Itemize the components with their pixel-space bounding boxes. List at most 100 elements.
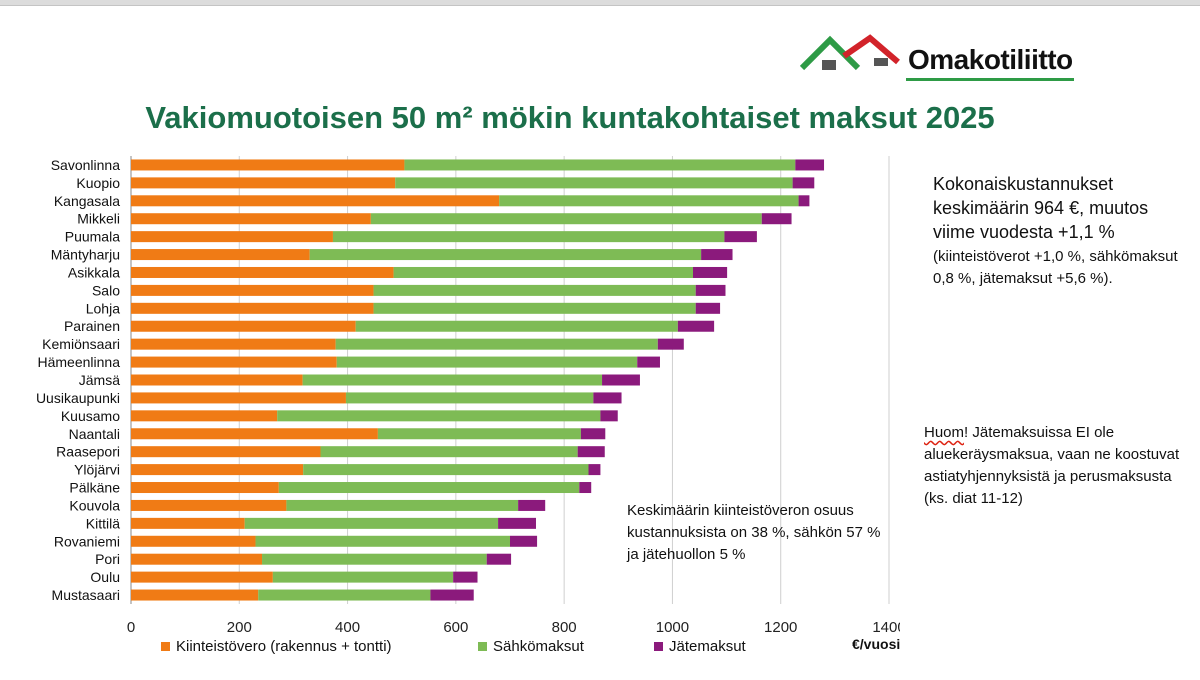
bar-segment: [370, 213, 762, 225]
legend-swatch-purple: [654, 642, 663, 651]
legend-label-jatemaksut: Jätemaksut: [669, 638, 746, 655]
waste-fee-note: Huom! Jätemaksuissa EI ole aluekeräysmak…: [924, 422, 1184, 510]
bar-segment: [131, 499, 287, 511]
bar-segment: [588, 464, 601, 476]
logo-text: Omakotiliitto: [908, 44, 1073, 75]
x-tick-label: 1000: [656, 619, 689, 636]
bar-segment: [577, 446, 605, 458]
bar-segment: [453, 571, 478, 583]
bar-segment: [131, 320, 356, 332]
bar-segment: [131, 482, 279, 494]
bar-segment: [695, 284, 726, 296]
legend-item-kiinteistovero: Kiinteistövero (rakennus + tontti): [161, 638, 392, 655]
bar-segment: [131, 553, 263, 565]
bar-segment: [657, 338, 684, 350]
bar-segment: [404, 159, 796, 171]
bar-segment: [131, 446, 321, 458]
bar-segment: [792, 177, 815, 189]
bar-segment: [309, 249, 702, 261]
category-label: Uusikaupunki: [36, 390, 120, 406]
omakotiliitto-logo: Omakotiliitto: [800, 34, 1080, 84]
legend-item-jatemaksut: Jätemaksut: [654, 638, 746, 655]
bar-segment: [600, 410, 618, 422]
x-tick-label: 200: [227, 619, 252, 636]
bar-segment: [332, 231, 725, 243]
houses-logo-icon: [800, 34, 900, 71]
category-label: Asikkala: [68, 264, 120, 280]
category-label: Mäntyharju: [51, 247, 120, 263]
bar-segment: [602, 374, 640, 386]
category-label: Mikkeli: [77, 211, 120, 227]
summary-detail-text: (kiinteistöverot +1,0 %, sähkömaksut 0,8…: [933, 248, 1178, 287]
bar-segment: [131, 338, 336, 350]
bar-segment: [286, 499, 519, 511]
window-top-edge: [0, 0, 1200, 6]
legend-swatch-orange: [161, 642, 170, 651]
bar-segment: [302, 374, 603, 386]
bar-segment: [510, 535, 538, 547]
x-tick-label: 800: [552, 619, 577, 636]
x-tick-label: 400: [335, 619, 360, 636]
bar-segment: [255, 535, 510, 547]
bar-segment: [579, 482, 592, 494]
category-label: Pori: [95, 551, 120, 567]
category-label: Puumala: [65, 229, 120, 245]
bar-segment: [345, 392, 594, 404]
waste-fee-note-text: ! Jätemaksuissa EI ole aluekeräysmaksua,…: [924, 424, 1180, 507]
category-label: Ylöjärvi: [74, 462, 120, 478]
bar-segment: [131, 535, 256, 547]
bar-segment: [336, 356, 638, 368]
x-axis-unit-label: €/vuosi: [852, 636, 901, 652]
x-tick-label: 600: [443, 619, 468, 636]
chart-title: Vakiomuotoisen 50 m² mökin kuntakohtaise…: [145, 100, 995, 135]
category-label: Kouvola: [69, 497, 120, 513]
bar-segment: [677, 320, 715, 332]
category-label: Parainen: [64, 318, 120, 334]
bar-segment: [303, 464, 589, 476]
bar-segment: [131, 302, 374, 314]
bar-segment: [277, 410, 601, 422]
category-label: Rovaniemi: [54, 533, 120, 549]
bar-segment: [724, 231, 757, 243]
bar-segment: [798, 195, 810, 207]
category-label: Hämeenlinna: [38, 354, 121, 370]
legend-swatch-green: [478, 642, 487, 651]
category-label: Lohja: [86, 300, 120, 316]
bar-segment: [373, 284, 696, 296]
bar-segment: [499, 195, 799, 207]
bar-segment: [131, 195, 500, 207]
bar-segment: [131, 428, 378, 440]
bar-segment: [131, 392, 346, 404]
bar-segment: [131, 177, 396, 189]
bar-segment: [278, 482, 580, 494]
bar-segment: [272, 571, 454, 583]
bar-segment: [486, 553, 512, 565]
bar-segment: [131, 374, 303, 386]
category-label: Kittilä: [86, 515, 120, 531]
cost-share-note: Keskimäärin kiinteistöveron osuus kustan…: [627, 502, 881, 563]
category-label: Oulu: [90, 569, 120, 585]
x-tick-label: 1400: [872, 619, 900, 636]
category-label: Salo: [92, 282, 120, 298]
bar-segment: [373, 302, 696, 314]
bar-segment: [131, 356, 337, 368]
category-label: Jämsä: [79, 372, 120, 388]
category-label: Kuopio: [76, 175, 120, 191]
bar-segment: [498, 517, 536, 529]
bar-segment: [320, 446, 578, 458]
bar-segment: [335, 338, 658, 350]
category-label: Kuusamo: [61, 408, 120, 424]
summary-note: Kokonaiskustannukset keskimäärin 964 €, …: [933, 172, 1183, 290]
bar-segment: [395, 177, 793, 189]
bar-segment: [637, 356, 660, 368]
bar-segment: [701, 249, 733, 261]
category-label: Savonlinna: [51, 157, 120, 173]
category-label: Mustasaari: [52, 587, 120, 603]
bar-segment: [131, 213, 371, 225]
huom-word: Huom: [924, 424, 965, 441]
bar-segment: [693, 266, 728, 278]
category-label: Raasepori: [56, 444, 120, 460]
bar-segment: [131, 249, 310, 261]
bar-segment: [795, 159, 825, 171]
bar-segment: [518, 499, 546, 511]
